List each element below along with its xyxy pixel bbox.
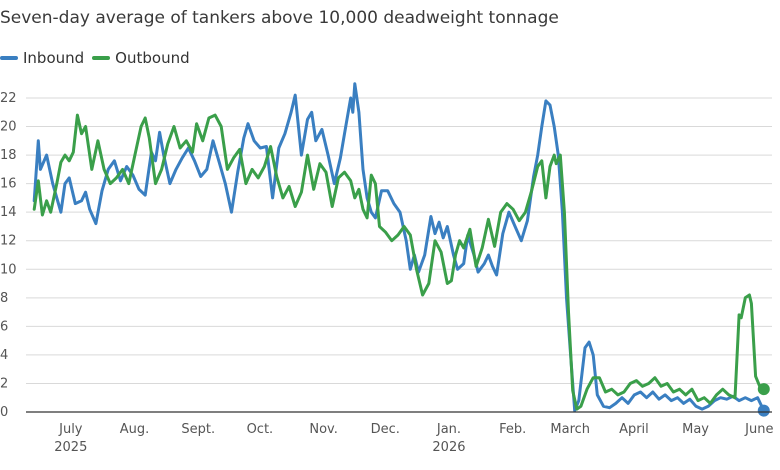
y-tick-label: 4 [0,348,8,363]
y-tick-label: 10 [0,262,17,277]
y-tick-label: 0 [0,405,8,420]
series-line-inbound [32,82,766,413]
y-axis-ticks: 0 2 4 6 8 10 12 14 16 18 20 22 [0,91,17,420]
x-tick-label: July [58,422,83,437]
y-tick-label: 22 [0,91,17,106]
series-line-outbound [32,113,766,411]
x-tick-label: May [682,422,709,437]
x-tick-label: Dec. [371,422,400,437]
x-tick-label: June [744,422,773,437]
legend: Inbound Outbound [0,49,198,67]
x-tick-label: Feb. [499,422,526,437]
series-lines [32,82,770,417]
legend-swatch-inbound [0,56,18,60]
x-tick-label: Jan. [436,422,461,437]
x-tick-label: April [619,422,649,437]
chart-subtitle: Seven-day average of tankers above 10,00… [0,8,559,28]
x-tick-label: Aug. [120,422,150,437]
y-tick-label: 2 [0,376,8,391]
y-tick-label: 16 [0,177,17,192]
x-tick-label: Nov. [309,422,338,437]
x-tick-label: Oct. [247,422,274,437]
legend-label-inbound: Inbound [23,49,85,67]
y-tick-label: 20 [0,120,17,135]
y-tick-label: 8 [0,291,8,306]
y-tick-label: 6 [0,319,8,334]
x-axis-ticks: July 2025 Aug. Sept. Oct. Nov. Dec. Jan. 2026 Feb… [54,422,773,455]
x-tick-label: Sept. [181,422,215,437]
legend-item-outbound: Outbound [92,49,190,67]
y-tick-label: 14 [0,205,17,220]
end-marker-inbound [757,404,770,417]
y-tick-label: 18 [0,148,17,163]
end-marker-outbound [757,383,770,396]
x-tick-sublabel: 2025 [54,440,87,455]
x-tick-label: March [550,422,590,437]
y-tick-label: 12 [0,234,17,249]
legend-item-inbound: Inbound [0,49,84,67]
legend-swatch-outbound [92,56,111,60]
x-tick-sublabel: 2026 [432,440,465,455]
legend-label-outbound: Outbound [115,49,190,67]
